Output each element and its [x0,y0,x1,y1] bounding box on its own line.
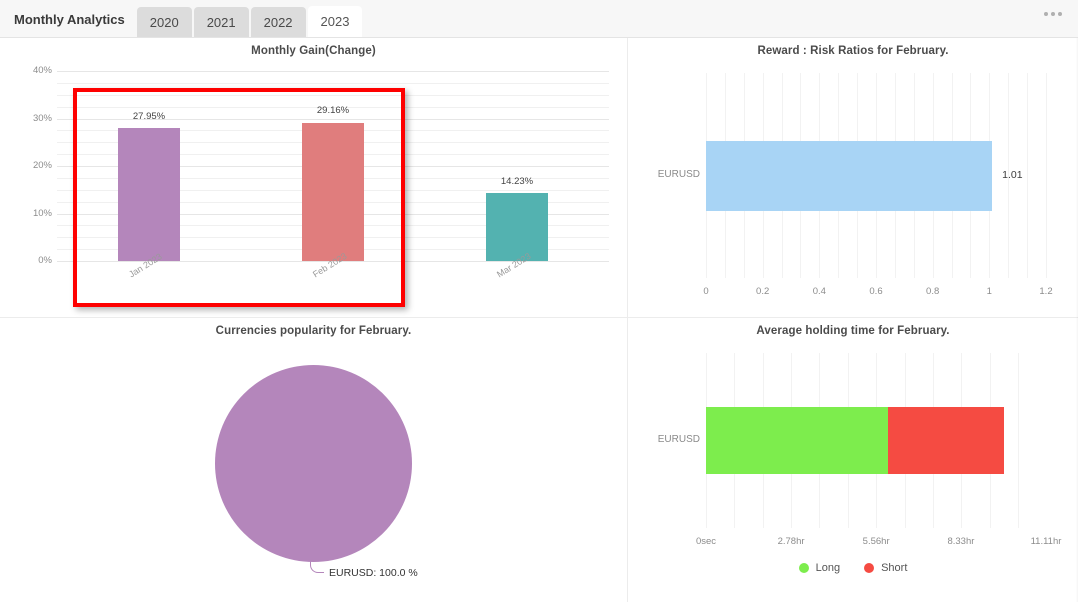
holding-time-plot [706,353,1046,528]
x-tick-1.2: 1.2 [1039,286,1053,297]
legend-dot-short [864,563,875,573]
reward-risk-title: Reward : Risk Ratios for February. [757,45,949,57]
right-edge-shadow [1076,38,1078,602]
legend-item-short[interactable]: Short [864,562,907,574]
gridline-40 [57,71,609,72]
dot-3 [1058,12,1062,16]
bar-eurusd[interactable] [706,140,993,211]
gridline-v-1.07 [1008,73,1010,278]
legend-dot-long [798,563,809,573]
tab-2021[interactable]: 2021 [193,7,249,37]
gridline-0 [57,261,609,262]
y-tick-30%: 30% [32,112,52,124]
page-title: Monthly Analytics [14,12,125,27]
gridline-v-1.20 [1046,73,1047,278]
charts-grid: Monthly Gain(Change) 27.95% 29.16% 14.23% … [0,38,1078,602]
gridline-37.5 [57,82,609,84]
tab-2023[interactable]: 2023 [307,6,363,37]
panel-reward-risk: Reward : Risk Ratios for February. 0 0.2 0… [628,38,1078,318]
x-tick-0.4: 0.4 [812,286,826,297]
pie-leader-line [310,557,324,573]
x-tick-1: 1 [986,286,992,297]
y-tick-10%: 10% [32,207,52,219]
tab-2022[interactable]: 2022 [250,7,306,37]
x-tick-0: 0 [703,286,709,297]
bar-value-1: 29.16% [316,105,350,117]
gridline-35 [57,94,609,96]
y-tick-0%: 0% [38,255,52,266]
bar-value-2: 14.23% [500,176,534,188]
legend-item-long[interactable]: Long [798,562,841,574]
dot-1 [1044,12,1048,16]
x-tick-0.6: 0.6 [869,286,883,297]
gridline-32.5 [57,106,609,108]
reward-risk-plot [706,73,1047,278]
dot-2 [1051,12,1055,16]
bar-long[interactable] [706,407,889,474]
x-tick-8.33hr: 8.33hr [947,536,975,547]
holding-time-legend: Long Short [628,562,1078,574]
pie-slice-label: EURUSD: 100.0 % [329,567,418,579]
gridline-v-1.13 [1027,73,1029,278]
bar-value-label: 1.01 [1002,168,1023,181]
x-tick-5.56hr: 5.56hr [862,536,890,547]
bar-mar-2023[interactable] [486,193,548,261]
tab-bar: Monthly Analytics 2020 2021 2022 2023 [0,0,1078,38]
bar-jan-2023[interactable] [118,128,180,261]
tab-2020[interactable]: 2020 [136,7,192,37]
monthly-gain-title: Monthly Gain(Change) [251,45,376,57]
x-tick-11.11hr: 11.11hr [1030,536,1062,547]
panel-monthly-gain: Monthly Gain(Change) 27.95% 29.16% 14.23% … [0,38,628,318]
category-label-eurusd: EURUSD [657,433,700,445]
holding-time-title: Average holding time for February. [756,325,950,337]
gridline-30 [57,118,609,120]
pie-slice-eurusd[interactable] [215,365,412,562]
panel-holding-time: Average holding time for February. Long S… [628,318,1078,602]
y-tick-20%: 20% [32,160,52,171]
y-tick-40%: 40% [32,65,52,76]
x-tick-0.2: 0.2 [756,286,770,297]
legend-label-short: Short [881,562,908,574]
bar-feb-2023[interactable] [302,122,364,261]
currencies-title: Currencies popularity for February. [215,325,412,337]
monthly-gain-plot: 27.95% 29.16% 14.23% [57,71,609,262]
x-tick-2.78hr: 2.78hr [777,536,805,547]
x-tick-0sec: 0sec [695,536,717,547]
legend-label-long: Long [815,562,841,574]
category-label-eurusd: EURUSD [657,168,700,180]
x-tick-0.8: 0.8 [926,286,940,297]
year-tab-list: 2020 2021 2022 2023 [136,0,365,37]
gridline-v-10.19 [1017,353,1019,528]
bar-short[interactable] [888,407,1004,474]
more-options-icon[interactable] [1044,12,1062,16]
bar-value-0: 27.95% [132,111,166,123]
